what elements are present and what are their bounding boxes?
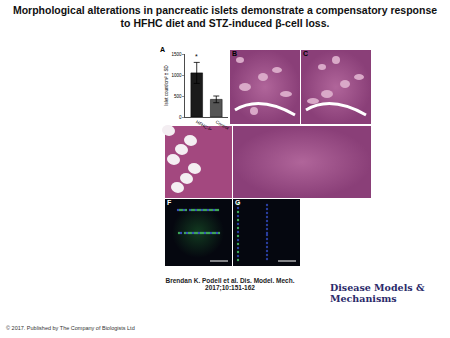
svg-text:Islet count/cm² ± SD: Islet count/cm² ± SD (164, 65, 169, 106)
svg-text:1500: 1500 (171, 52, 182, 57)
html-text:© 2017. Published by The Compa: © 2017. Published by The Company of Biol… (6, 325, 135, 331)
html-text:F: F (167, 199, 172, 206)
svg-text:HFHC-fed: HFHC-fed (195, 119, 215, 130)
html-text:B: B (232, 50, 238, 57)
html-text:Brendan K. Podell et al. Dis.: Brendan K. Podell et al. Dis. Model. Mec… (165, 277, 295, 291)
svg-text:Control: Control (215, 119, 230, 130)
html-text:Disease Models & Mechanisms: Disease Models & Mechanisms (330, 282, 425, 304)
svg-text:1000: 1000 (171, 73, 182, 78)
svg-text:500: 500 (174, 94, 182, 99)
html-text:G: G (235, 199, 241, 206)
html-text:Morphological alterations in p: Morphological alterations in pancreatic … (12, 4, 438, 29)
html-text:C: C (303, 50, 309, 57)
html-text:A: A (160, 46, 166, 53)
svg-text:0: 0 (179, 115, 182, 120)
svg-text:*: * (195, 53, 198, 60)
